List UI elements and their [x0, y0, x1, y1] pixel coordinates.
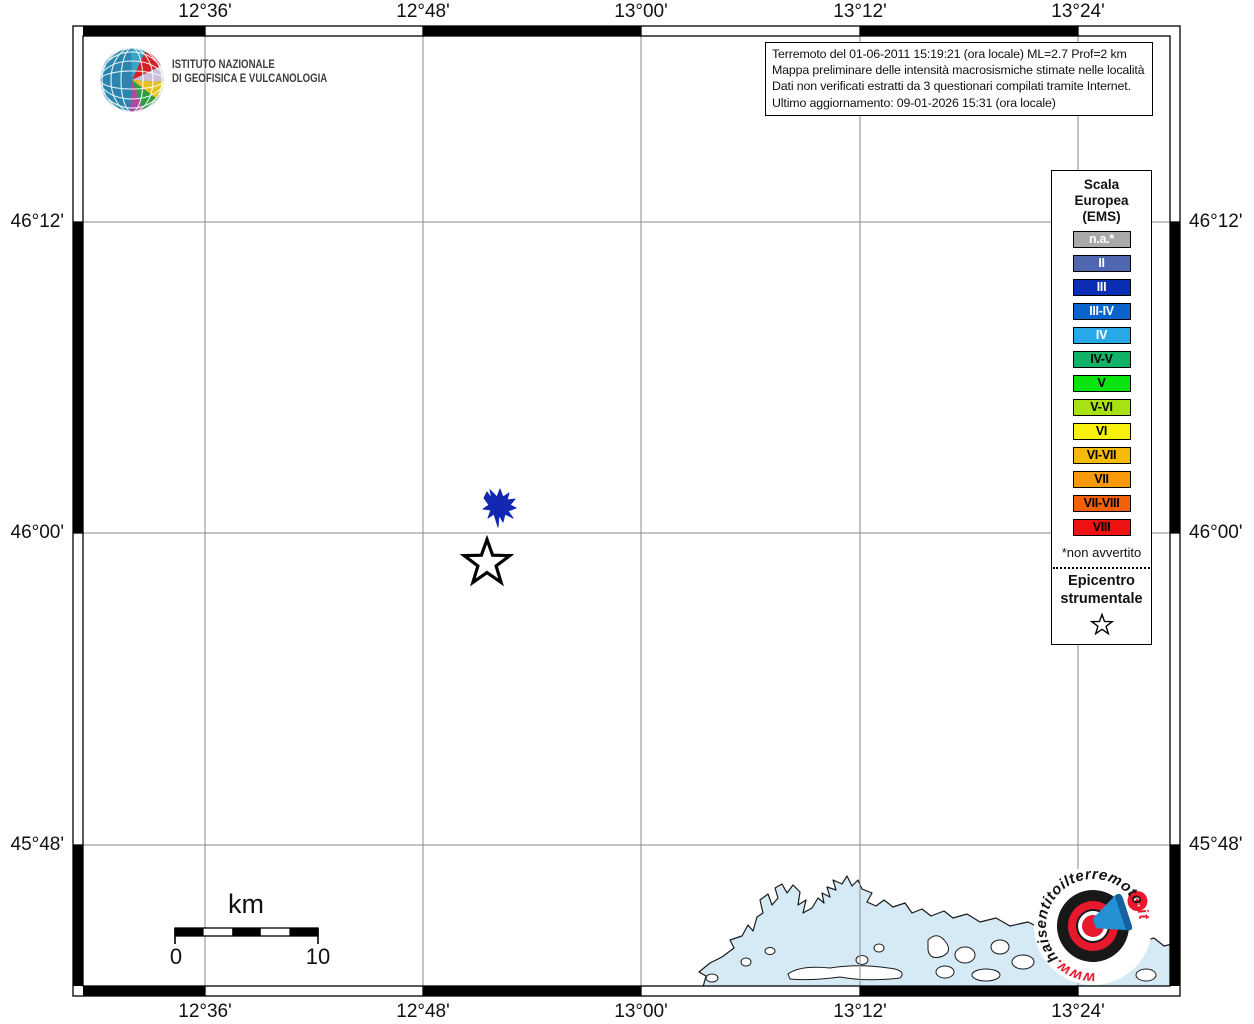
- axis-label-bottom-1: 12°48': [396, 1001, 450, 1022]
- legend-item-iv: IV: [1072, 327, 1131, 344]
- legend-item-label: IV: [1095, 328, 1108, 342]
- axis-label-bottom-3: 13°12': [833, 1001, 887, 1022]
- scale-bar-start: 0: [169, 944, 183, 969]
- legend-epicenter-label-2: strumentale: [1060, 590, 1143, 607]
- legend-item-label: VIII: [1092, 520, 1111, 534]
- legend-item-vi-vii: VI-VII: [1072, 447, 1131, 464]
- scale-bar: [174, 927, 319, 944]
- island: [855, 955, 869, 965]
- axis-label-right-2: 45°48': [1189, 834, 1243, 855]
- info-line-event: Terremoto del 01-06-2011 15:19:21 (ora l…: [772, 47, 1127, 61]
- legend-item-label: III-IV: [1089, 304, 1114, 318]
- island: [873, 943, 885, 953]
- legend-title-line3: (EMS): [1082, 209, 1121, 224]
- info-line-updated: Ultimo aggiornamento: 09-01-2026 15:31 (…: [772, 95, 1056, 110]
- axis-label-bottom-2: 13°00': [614, 1001, 668, 1022]
- graticule: [83, 36, 1170, 986]
- axis-label-bottom-4: 13°24': [1051, 1001, 1105, 1022]
- legend-item-iv-v: IV-V: [1072, 351, 1131, 368]
- axis-label-top-4: 13°24': [1051, 1, 1105, 22]
- legend-item-v: V: [1072, 375, 1131, 392]
- legend-item-vii: VII: [1072, 471, 1131, 488]
- scale-bar-unit: km: [228, 889, 264, 919]
- legend-item-label: V: [1097, 376, 1106, 390]
- island: [705, 973, 719, 983]
- island: [1011, 954, 1035, 970]
- island: [787, 965, 903, 981]
- axis-label-bottom-0: 12°36': [178, 1001, 232, 1022]
- legend-epicenter-label-1: Epicentro: [1068, 573, 1135, 589]
- axis-label-top-3: 13°12': [833, 1, 887, 22]
- ingv-logo-line1: ISTITUTO NAZIONALE: [172, 59, 275, 71]
- axis-label-right-1: 46°00': [1189, 522, 1243, 543]
- ingv-logo-text: ISTITUTO NAZIONALE DI GEOFISICA E VULCAN…: [172, 59, 327, 86]
- epicenter-star-marker: [459, 534, 515, 587]
- legend-item-iii-iv: III-IV: [1072, 303, 1131, 320]
- legend-epicenter-star-icon: [1089, 612, 1114, 636]
- island: [971, 968, 1001, 982]
- info-line-data: Dati non verificati estratti da 3 questi…: [772, 79, 1131, 94]
- legend-items: n.a.* II III III-IV IV IV-V V V-VI VI VI…: [1072, 231, 1131, 543]
- legend-title: Scala Europea (EMS): [1074, 177, 1128, 225]
- island: [935, 965, 955, 979]
- legend-item-iii: III: [1072, 279, 1131, 296]
- axis-label-top-2: 13°00': [614, 1, 668, 22]
- legend-item-label: VII-VIII: [1083, 496, 1120, 510]
- ingv-logo-line2: DI GEOFISICA E VULCANOLOGIA: [172, 72, 328, 85]
- legend-item-label: VII: [1094, 472, 1109, 486]
- axis-label-top-1: 12°48': [396, 1, 450, 22]
- island: [764, 947, 776, 955]
- legend-separator: [1053, 567, 1150, 569]
- scale-bar-end: 10: [305, 944, 331, 969]
- island: [927, 935, 949, 958]
- legend-item-vii-viii: VII-VIII: [1072, 495, 1131, 512]
- legend-item-v-vi: V-VI: [1072, 399, 1131, 416]
- axis-label-left-0: 46°12': [10, 211, 65, 232]
- island: [1135, 968, 1157, 982]
- legend-item-label: IV-V: [1090, 352, 1113, 366]
- earthquake-info-box: Terremoto del 01-06-2011 15:19:21 (ora l…: [765, 42, 1153, 116]
- legend-title-line1: Scala: [1083, 177, 1120, 192]
- info-line-map: Mappa preliminare delle intensità macros…: [772, 63, 1145, 78]
- legend-item-label: III: [1096, 280, 1107, 294]
- legend-item-label: VI: [1095, 424, 1108, 438]
- island: [990, 939, 1010, 955]
- legend-item-label: n.a.*: [1089, 232, 1114, 246]
- locality-marker: [482, 488, 517, 528]
- ingv-globe-icon: [100, 48, 164, 112]
- axis-label-right-0: 46°12': [1189, 211, 1243, 232]
- question-mark-icon: [1127, 891, 1148, 912]
- axis-label-left-2: 45°48': [10, 834, 65, 855]
- axis-label-top-0: 12°36': [178, 1, 232, 22]
- legend-item-label: V-VI: [1090, 400, 1113, 414]
- map-frame: [72, 25, 1181, 997]
- legend-title-line2: Europea: [1074, 193, 1129, 208]
- island: [954, 946, 976, 964]
- legend-item-na: n.a.*: [1072, 231, 1131, 248]
- legend-item-label: II: [1098, 256, 1105, 270]
- legend-item-vi: VI: [1072, 423, 1131, 440]
- map-frame-segments: [73, 26, 1180, 996]
- legend-item-label: VI-VII: [1086, 448, 1117, 462]
- legend-footnote: *non avvertito: [1061, 545, 1142, 560]
- axis-label-left-1: 46°00': [10, 522, 65, 543]
- island: [740, 957, 752, 967]
- intensity-legend: Scala Europea (EMS) n.a.* II III III-IV …: [1051, 170, 1152, 645]
- legend-item-viii: VIII: [1072, 519, 1131, 536]
- legend-item-ii: II: [1072, 255, 1131, 272]
